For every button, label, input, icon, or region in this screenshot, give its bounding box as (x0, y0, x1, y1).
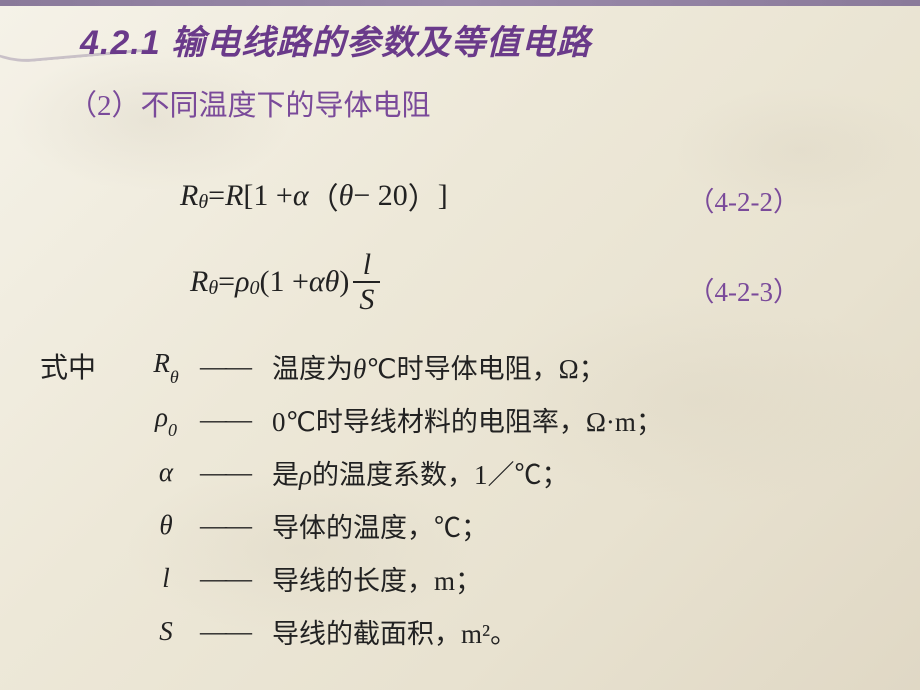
def5-pre: 导线的截面积，m²。 (272, 619, 517, 649)
section-subtitle: （2）不同温度下的导体电阻 (68, 82, 880, 124)
def-text: 导线的长度，m； (272, 559, 482, 598)
eq1-theta: θ (339, 179, 354, 213)
def-dash: —— (200, 457, 272, 488)
definition-row: ρ0 —— 0℃时导线材料的电阻率，Ω·m； (40, 400, 880, 439)
def-symbol: ρ0 (132, 402, 200, 437)
def3-main: θ (159, 510, 172, 540)
def2-pre: 是 (272, 460, 299, 490)
slide-content: 4.2.1 输电线路的参数及等值电路 （2）不同温度下的导体电阻 Rθ = R[… (0, 0, 920, 685)
def0-sub: θ (170, 367, 179, 387)
eq1-open: [1 + (243, 179, 292, 213)
defs-header: 式中 (40, 346, 132, 386)
def0-unit: ℃ (366, 354, 396, 384)
eq1-po: （ (309, 174, 339, 218)
def-symbol: l (132, 563, 200, 594)
definition-row: 式中 Rθ —— 温度为θ℃时导体电阻，Ω； (40, 346, 880, 386)
equation-2-number: （4-2-3） (688, 270, 800, 309)
definition-row: α —— 是ρ的温度系数，1／℃； (40, 453, 880, 492)
def0-main: R (153, 348, 170, 378)
eq1-minus: − 20 (353, 179, 407, 213)
def4-main: l (162, 563, 170, 593)
def-symbol: α (132, 457, 200, 488)
def-dash: —— (200, 351, 272, 382)
def2-greek: ρ (299, 460, 312, 490)
def-text: 0℃时导线材料的电阻率，Ω·m； (272, 400, 663, 439)
eq1-pc: ） (408, 174, 438, 218)
def-dash: —— (200, 404, 272, 435)
def0-post: 时导体电阻，Ω； (397, 354, 606, 384)
equation-row-2: Rθ = ρ0(1 + αθ) l S （4-2-3） (40, 248, 880, 316)
def-text: 是ρ的温度系数，1／℃； (272, 453, 568, 492)
eq2-alpha: αθ (309, 265, 339, 299)
equation-1-number: （4-2-2） (688, 180, 800, 219)
def-symbol: θ (132, 510, 200, 541)
eq2-frac-den: S (353, 283, 380, 316)
eq2-equals: = (218, 265, 235, 299)
def-text: 导体的温度，℃； (272, 506, 488, 545)
eq2-rho: ρ (235, 265, 249, 299)
def1-sub: 0 (168, 420, 177, 440)
def-text: 温度为θ℃时导体电阻，Ω； (272, 347, 606, 386)
definition-row: l —— 导线的长度，m； (40, 559, 880, 598)
eq2-rho-sub: 0 (249, 277, 259, 300)
eq2-po: (1 + (259, 265, 308, 299)
definitions-block: 式中 Rθ —— 温度为θ℃时导体电阻，Ω； ρ0 —— 0℃时导线材料的电阻率… (40, 346, 880, 651)
def3-pre: 导体的温度，℃； (272, 513, 488, 543)
def5-main: S (159, 616, 173, 646)
def-dash: —— (200, 616, 272, 647)
equation-2: Rθ = ρ0(1 + αθ) l S (190, 248, 384, 316)
definition-row: θ —— 导体的温度，℃； (40, 506, 880, 545)
def1-post: 时导线材料的电阻率，Ω·m； (316, 407, 663, 437)
def-dash: —— (200, 563, 272, 594)
def1-main: ρ (155, 402, 168, 432)
eq2-frac-num: l (357, 248, 377, 281)
def-symbol: S (132, 616, 200, 647)
eq2-lhs-sub: θ (208, 277, 218, 300)
section-title: 4.2.1 输电线路的参数及等值电路 (80, 15, 880, 64)
def-symbol: Rθ (132, 348, 200, 383)
def-dash: —— (200, 510, 272, 541)
eq2-lhs-var: R (190, 265, 208, 299)
equation-1: Rθ = R[1 + α（θ − 20）] (180, 174, 448, 218)
equation-row-1: Rθ = R[1 + α（θ − 20）] （4-2-2） (40, 174, 880, 218)
def-text: 导线的截面积，m²。 (272, 612, 517, 651)
def1-pre: 0 (272, 407, 286, 437)
def2-main: α (159, 457, 173, 487)
eq1-equals: = (208, 179, 225, 213)
def0-pre: 温度为 (272, 354, 353, 384)
eq1-lhs-sub: θ (198, 191, 208, 214)
def0-greek: θ (353, 354, 366, 384)
eq2-pc: ) (339, 265, 349, 299)
equation-block: Rθ = R[1 + α（θ − 20）] （4-2-2） Rθ = ρ0(1 … (40, 174, 880, 316)
def4-pre: 导线的长度，m； (272, 566, 482, 596)
eq2-fraction: l S (353, 248, 380, 316)
def1-unit: ℃ (286, 407, 316, 437)
eq1-close: ] (438, 179, 448, 213)
eq1-lhs-var: R (180, 179, 198, 213)
eq1-alpha: α (293, 179, 309, 213)
definition-row: S —— 导线的截面积，m²。 (40, 612, 880, 651)
def2-post: 的温度系数，1／℃； (312, 460, 569, 490)
eq1-R: R (225, 179, 243, 213)
